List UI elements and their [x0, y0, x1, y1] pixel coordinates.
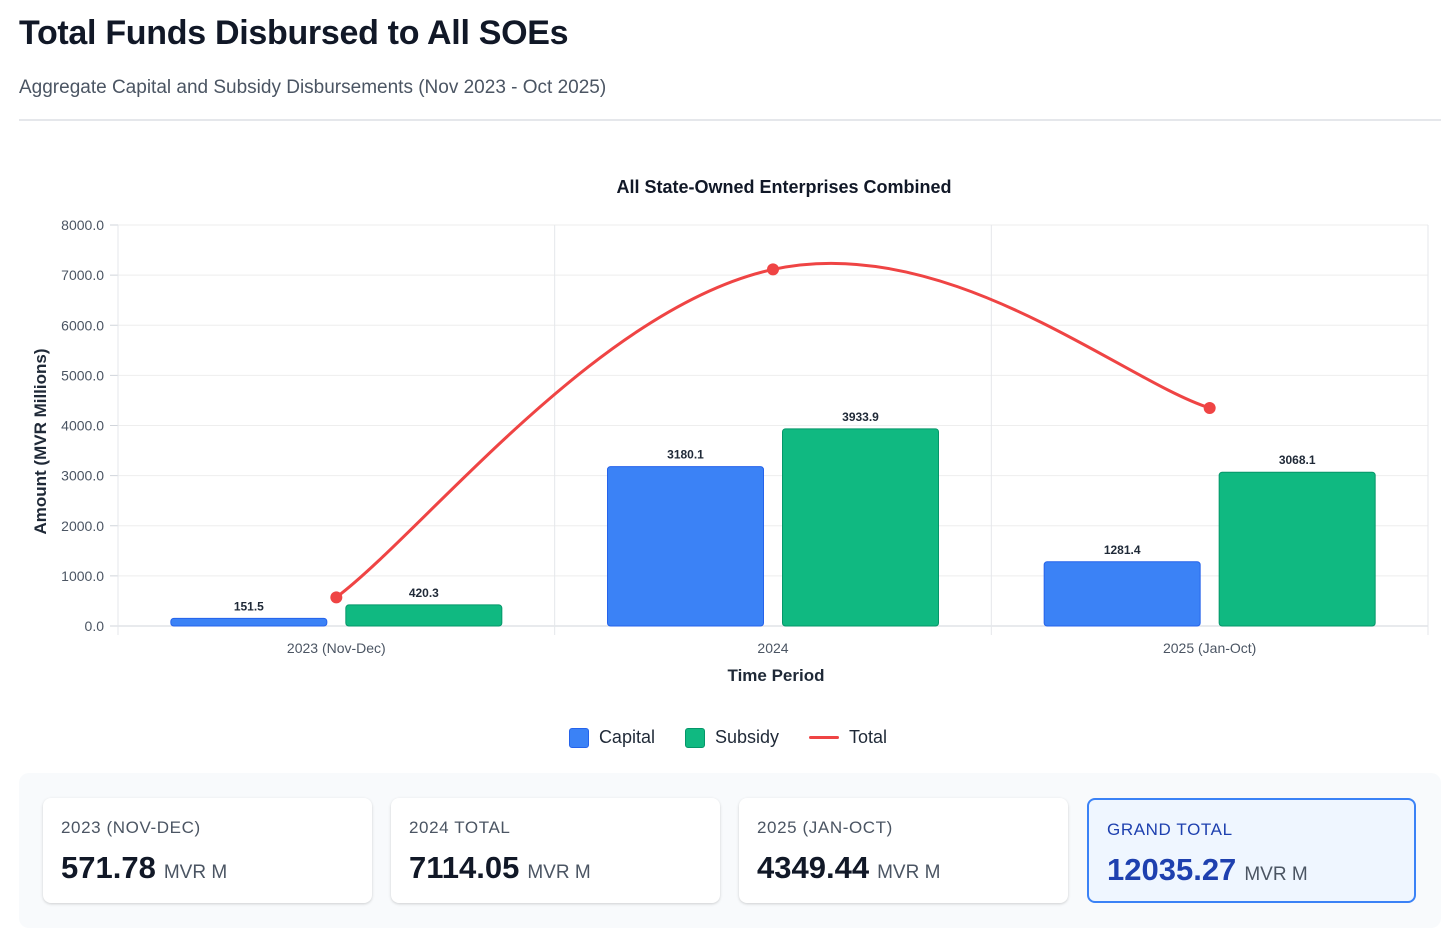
stat-label: 2024 TOTAL — [409, 818, 511, 837]
bar-data-label: 151.5 — [234, 599, 264, 613]
chart-legend: Capital Subsidy Total — [0, 727, 1456, 748]
legend-item-total[interactable]: Total — [809, 727, 887, 748]
legend-swatch-capital — [568, 727, 589, 748]
bar-data-label: 3068.1 — [1279, 453, 1316, 467]
bar-data-label: 3180.1 — [667, 448, 704, 462]
stat-unit: MVR M — [527, 862, 591, 883]
y-tick-label: 5000.0 — [61, 367, 104, 383]
legend-label-capital: Capital — [598, 727, 655, 747]
bar-data-label: 1281.4 — [1104, 543, 1141, 557]
bar-capital — [1043, 561, 1201, 627]
legend-label-total: Total — [849, 727, 888, 747]
page-title: Total Funds Disbursed to All SOEs — [19, 14, 569, 52]
y-tick-label: 4000.0 — [61, 418, 104, 434]
stat-value: 12035.27 — [1107, 852, 1237, 887]
stat-unit: MVR M — [1244, 864, 1308, 885]
stat-card-2023: 2023 (NOV-DEC) 571.78 MVR M — [43, 798, 372, 903]
stat-value-row: 4349.44 MVR M — [757, 850, 1050, 886]
stat-label: 2023 (NOV-DEC) — [61, 818, 201, 837]
bar-subsidy — [1218, 471, 1376, 627]
legend-item-capital[interactable]: Capital — [568, 727, 655, 748]
legend-swatch-subsidy — [684, 727, 705, 748]
bar-data-label: 420.3 — [409, 586, 439, 600]
stat-value: 571.78 — [61, 850, 156, 885]
series-line-total — [335, 261, 1211, 599]
line-point-total — [767, 263, 779, 276]
y-tick-label: 8000.0 — [61, 217, 104, 233]
legend-item-subsidy[interactable]: Subsidy — [684, 727, 780, 748]
line-point-total — [1203, 401, 1216, 414]
bar-subsidy — [345, 604, 503, 627]
y-tick-label: 3000.0 — [61, 468, 104, 484]
stat-value-row: 12035.27 MVR M — [1107, 852, 1396, 888]
x-tick-label: 2023 (Nov-Dec) — [287, 640, 386, 656]
header: Total Funds Disbursed to All SOEs Aggreg… — [19, 14, 1441, 99]
x-axis-label: Time Period — [728, 666, 825, 685]
legend-label-subsidy: Subsidy — [714, 727, 780, 747]
chart: All State-Owned Enterprises Combined 0.0 1… — [31, 177, 1429, 685]
y-tick-label: 7000.0 — [61, 267, 104, 283]
header-divider — [19, 119, 1441, 121]
stat-unit: MVR M — [877, 862, 941, 883]
stats-panel: 2023 (NOV-DEC) 571.78 MVR M 2024 TOTAL 7… — [19, 773, 1441, 928]
stat-label: 2025 (JAN-OCT) — [757, 818, 893, 837]
stat-label: GRAND TOTAL — [1107, 820, 1233, 839]
bar-capital — [170, 617, 328, 627]
stat-value-row: 7114.05 MVR M — [409, 850, 702, 886]
chart-title: All State-Owned Enterprises Combined — [616, 177, 951, 197]
bar-data-label: 3933.9 — [842, 410, 879, 424]
y-tick-label: 2000.0 — [61, 518, 104, 534]
x-tick-label: 2025 (Jan-Oct) — [1163, 640, 1256, 656]
y-tick-label: 0.0 — [85, 618, 105, 634]
page-subtitle: Aggregate Capital and Subsidy Disburseme… — [19, 77, 607, 98]
y-axis-label: Amount (MVR Millions) — [31, 348, 50, 534]
bar-subsidy — [782, 428, 939, 627]
stat-unit: MVR M — [163, 862, 228, 883]
line-point-total — [330, 591, 343, 604]
stat-value: 7114.05 — [409, 850, 520, 885]
stat-card-2024: 2024 TOTAL 7114.05 MVR M — [391, 798, 720, 903]
bar-capital — [607, 466, 764, 627]
x-tick-label: 2024 — [757, 640, 788, 656]
stat-card-2025: 2025 (JAN-OCT) 4349.44 MVR M — [739, 798, 1068, 903]
stat-card-grand-total: GRAND TOTAL 12035.27 MVR M — [1087, 798, 1416, 903]
stat-value: 4349.44 — [757, 850, 870, 885]
y-tick-label: 6000.0 — [61, 317, 104, 333]
y-tick-label: 1000.0 — [61, 568, 104, 584]
legend-swatch-total — [809, 736, 840, 739]
stat-value-row: 571.78 MVR M — [61, 850, 354, 886]
